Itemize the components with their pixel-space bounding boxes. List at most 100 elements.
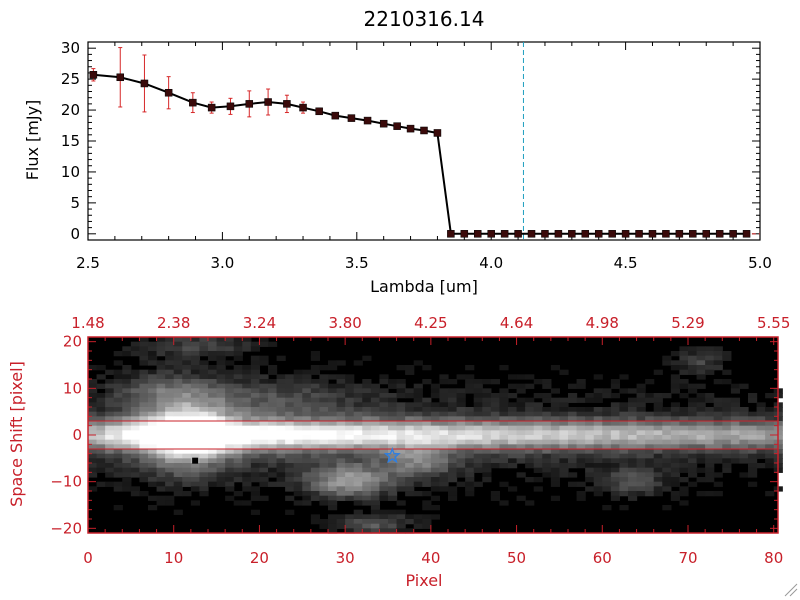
image-pixel — [619, 407, 629, 413]
image-pixel — [225, 495, 235, 501]
image-pixel — [328, 393, 338, 399]
image-pixel — [508, 463, 518, 469]
image-pixel — [250, 379, 261, 385]
image-pixel — [559, 425, 569, 431]
image-pixel — [105, 453, 115, 459]
flux-series-line — [93, 73, 747, 235]
image-pixel — [525, 425, 535, 431]
image-pixel — [353, 519, 363, 525]
image-pixel — [190, 449, 201, 455]
image-pixel — [293, 486, 303, 492]
image-pixel — [268, 383, 278, 389]
image-pixel — [208, 430, 218, 436]
image-pixel — [156, 351, 166, 357]
image-pixel — [593, 467, 603, 473]
image-pixel — [122, 421, 132, 427]
image-pixel — [653, 416, 663, 422]
image-pixel — [465, 449, 475, 455]
image-pixel — [233, 458, 243, 464]
image-pixel — [542, 411, 552, 417]
image-pixel — [388, 523, 398, 529]
bottom-y-tick-label: −20 — [50, 519, 82, 537]
image-pixel — [636, 430, 646, 436]
image-pixel — [688, 425, 698, 431]
flux-data-point — [581, 230, 590, 238]
image-pixel — [259, 467, 269, 473]
image-pixel — [405, 519, 415, 525]
image-pixel — [139, 388, 149, 394]
image-pixel — [336, 444, 346, 450]
image-pixel — [370, 439, 381, 445]
image-pixel — [593, 486, 603, 492]
image-pixel — [456, 407, 466, 413]
flux-data-point — [379, 119, 388, 128]
image-pixel — [285, 486, 295, 492]
image-pixel — [722, 444, 732, 450]
image-pixel — [705, 458, 715, 464]
image-pixel — [413, 430, 423, 436]
image-pixel — [216, 477, 226, 483]
image-pixel — [319, 519, 329, 525]
image-pixel — [148, 360, 158, 366]
image-pixel — [499, 430, 509, 436]
image-pixel — [165, 467, 175, 473]
image-pixel — [165, 346, 175, 352]
image-pixel — [156, 416, 166, 422]
image-pixel — [96, 374, 106, 380]
image-pixel — [696, 467, 706, 473]
spectrum-image — [88, 337, 783, 534]
image-pixel — [268, 393, 278, 399]
image-pixel — [705, 397, 715, 403]
image-pixel — [448, 435, 458, 441]
image-pixel — [533, 439, 543, 445]
image-pixel — [379, 388, 389, 394]
image-pixel — [156, 407, 166, 413]
image-pixel — [165, 383, 175, 389]
image-pixel — [190, 463, 201, 469]
image-pixel — [165, 425, 175, 431]
image-pixel — [250, 411, 261, 417]
image-pixel — [448, 397, 458, 403]
image-pixel — [670, 491, 681, 497]
image-pixel — [482, 467, 492, 473]
resize-grip-icon-inner — [789, 588, 798, 597]
image-pixel — [713, 491, 723, 497]
resize-grip-icon[interactable] — [784, 583, 798, 597]
image-pixel — [379, 519, 389, 525]
image-pixel — [242, 346, 252, 352]
image-pixel — [310, 444, 321, 450]
image-pixel — [413, 481, 423, 487]
image-pixel — [619, 486, 629, 492]
image-pixel — [276, 421, 286, 427]
image-pixel — [405, 369, 415, 375]
image-pixel — [516, 444, 526, 450]
image-pixel — [165, 477, 175, 483]
image-pixel — [730, 449, 741, 455]
image-pixel — [242, 407, 252, 413]
image-pixel — [259, 439, 269, 445]
image-pixel — [353, 407, 363, 413]
image-pixel — [345, 463, 355, 469]
image-pixel — [585, 393, 595, 399]
image-pixel — [679, 360, 689, 366]
image-pixel — [688, 402, 698, 408]
image-pixel — [516, 458, 526, 464]
bottom-x-tick-label: 80 — [764, 549, 783, 567]
image-pixel — [508, 407, 518, 413]
image-pixel — [233, 472, 243, 478]
image-pixel — [422, 435, 432, 441]
image-pixel — [593, 477, 603, 483]
image-pixel — [482, 425, 492, 431]
image-pixel — [405, 477, 415, 483]
bottom-x-axis-label: Pixel — [405, 571, 442, 590]
image-pixel — [88, 407, 98, 413]
image-pixel — [379, 481, 389, 487]
image-pixel — [696, 346, 706, 352]
image-pixel — [550, 477, 561, 483]
image-pixel — [730, 407, 741, 413]
image-pixel — [122, 383, 132, 389]
image-pixel — [499, 388, 509, 394]
image-pixel — [328, 495, 338, 501]
image-pixel — [430, 393, 441, 399]
